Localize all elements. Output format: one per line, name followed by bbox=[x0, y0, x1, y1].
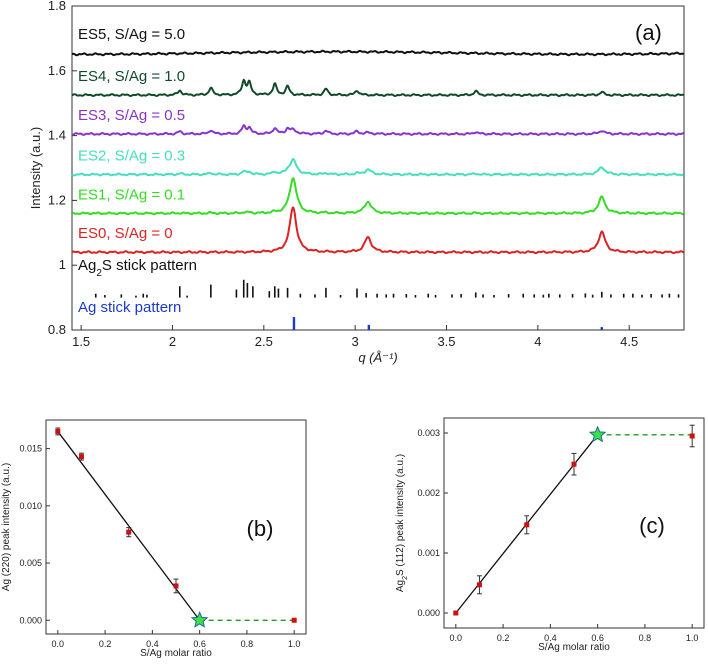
panel-a-xrd-patterns: 1.5 2 2.5 3 3.5 4 4.5 0.8 1 1.2 1.4 1.6 1.8 ES0, S/… bbox=[28, 0, 685, 365]
stick-label-base: Ag bbox=[78, 257, 96, 274]
y-tick-label: 0.001 bbox=[417, 548, 440, 558]
panel-c-y-axis-label: Ag2S (112) peak intensity (a.u.) bbox=[395, 454, 409, 592]
x-tick-label: 0.8 bbox=[241, 639, 254, 649]
panel-c-frame bbox=[443, 417, 705, 629]
y-tick-label: 0.000 bbox=[19, 615, 42, 625]
x-tick-label: 3.5 bbox=[437, 334, 455, 349]
y-tick-label: 0.015 bbox=[19, 444, 42, 454]
panel-a-stick-patterns bbox=[94, 279, 680, 330]
panel-a-x-axis-label: q (Å⁻¹) bbox=[358, 350, 397, 365]
panel-a-y-axis-label: Intensity (a.u.) bbox=[28, 127, 43, 209]
data-point bbox=[571, 461, 577, 467]
panel-b-y-ticks: 0.000 0.005 0.010 0.015 bbox=[19, 444, 50, 625]
panel-a-x-ticks: 1.5 2 2.5 3 3.5 4 4.5 bbox=[72, 325, 638, 349]
series-label: ES1, S/Ag = 0.1 bbox=[78, 186, 185, 203]
x-tick-label: 2 bbox=[169, 334, 176, 349]
x-tick-label: 4.5 bbox=[620, 334, 638, 349]
panel-b-ag-peak-plot: 0.0 0.2 0.4 0.6 0.8 1.0 0.0000.0050.0100.015 … bbox=[1, 419, 307, 659]
y-tick-label: 1.6 bbox=[48, 63, 66, 78]
panel-c-x-axis-label: S/Ag molar ratio bbox=[538, 642, 610, 653]
x-tick-label: 1.5 bbox=[72, 334, 90, 349]
data-point bbox=[291, 617, 297, 623]
stick-label-rest: S stick pattern bbox=[102, 257, 197, 274]
x-tick-label: 0.6 bbox=[193, 639, 206, 649]
series-label: ES3, S/Ag = 0.5 bbox=[78, 107, 185, 124]
x-tick-label: 3 bbox=[352, 334, 359, 349]
y-tick-label: 0.005 bbox=[19, 558, 42, 568]
data-point bbox=[453, 610, 459, 616]
stick-label-sub: 2 bbox=[96, 268, 102, 279]
x-tick-label: 2.5 bbox=[255, 334, 273, 349]
y-tick-label: 1.2 bbox=[48, 192, 66, 207]
x-tick-label: 0.0 bbox=[450, 633, 463, 643]
series-curve bbox=[71, 206, 685, 255]
panel-c-label: (c) bbox=[639, 513, 665, 538]
y-tick-label: 1 bbox=[59, 257, 66, 272]
data-point bbox=[524, 522, 530, 528]
panel-a-curve-labels: ES0, S/Ag = 0 ES1, S/Ag = 0.1 ES2, S/Ag = … bbox=[78, 26, 197, 316]
x-tick-label: 0.2 bbox=[99, 639, 112, 649]
series-curve bbox=[71, 49, 684, 57]
series-label: ES0, S/Ag = 0 bbox=[78, 225, 173, 242]
x-tick-label: 1.0 bbox=[288, 639, 301, 649]
panel-b-label: (b) bbox=[247, 516, 274, 541]
intersection-star bbox=[588, 425, 607, 443]
series-label: ES5, S/Ag = 5.0 bbox=[78, 26, 185, 43]
x-tick-label: 0.6 bbox=[591, 633, 604, 643]
y-tick-label: 0.8 bbox=[48, 322, 66, 337]
panel-a-label: (a) bbox=[635, 20, 662, 45]
series-curve bbox=[71, 78, 684, 97]
stick-label-base: Ag stick pattern bbox=[78, 299, 181, 316]
panel-a-y-ticks: 0.8 1 1.2 1.4 1.6 1.8 bbox=[48, 0, 77, 337]
panel-a-frame bbox=[71, 5, 685, 331]
y-tick-label: 0.000 bbox=[417, 608, 440, 618]
panel-c-y-ticks: 0.000 0.001 0.002 0.003 bbox=[417, 428, 448, 618]
data-point bbox=[476, 582, 482, 588]
y-tick-label: 1.4 bbox=[48, 128, 66, 143]
panel-a-curves bbox=[71, 49, 685, 255]
x-tick-label: 4 bbox=[534, 334, 541, 349]
series-curve bbox=[71, 124, 684, 136]
panel-b-points bbox=[55, 427, 297, 628]
y-tick-label: 0.002 bbox=[417, 488, 440, 498]
data-point bbox=[55, 428, 61, 434]
series-label: ES2, S/Ag = 0.3 bbox=[78, 147, 185, 164]
data-point bbox=[78, 454, 84, 460]
x-tick-label: 0.4 bbox=[146, 639, 159, 649]
panel-b-frame bbox=[45, 419, 307, 635]
panel-b-y-axis-label: Ag (220) peak intensity (a.u.) bbox=[1, 463, 12, 591]
panel-b-x-axis-label: S/Ag molar ratio bbox=[140, 648, 212, 659]
panel-c-points bbox=[453, 424, 695, 616]
panel-c-x-ticks: 0.0 0.2 0.4 0.6 0.8 1.0 bbox=[450, 624, 699, 643]
data-point bbox=[126, 529, 132, 535]
y-tick-label: 1.8 bbox=[48, 0, 66, 13]
x-tick-label: 0.2 bbox=[497, 633, 510, 643]
series-curve bbox=[71, 177, 684, 216]
x-tick-label: 0.8 bbox=[639, 633, 652, 643]
series-label: ES4, S/Ag = 1.0 bbox=[78, 68, 185, 85]
x-tick-label: 0.4 bbox=[544, 633, 557, 643]
data-point bbox=[173, 583, 179, 589]
stick-pattern-label: Ag2S stick pattern bbox=[78, 257, 197, 279]
y-tick-label: 0.003 bbox=[417, 428, 440, 438]
stick-pattern-label: Ag stick pattern bbox=[78, 299, 181, 316]
x-tick-label: 0.0 bbox=[52, 639, 65, 649]
panel-c-ag2s-peak-plot: 0.0 0.2 0.4 0.6 0.8 1.0 0.0000.0010.0020.003 … bbox=[395, 417, 705, 653]
data-point bbox=[689, 433, 695, 439]
panel-b-x-ticks: 0.0 0.2 0.4 0.6 0.8 1.0 bbox=[52, 630, 301, 649]
intersection-star bbox=[190, 611, 209, 628]
y-tick-label: 0.010 bbox=[19, 501, 42, 511]
series-curve bbox=[71, 158, 685, 177]
x-tick-label: 1.0 bbox=[686, 633, 699, 643]
